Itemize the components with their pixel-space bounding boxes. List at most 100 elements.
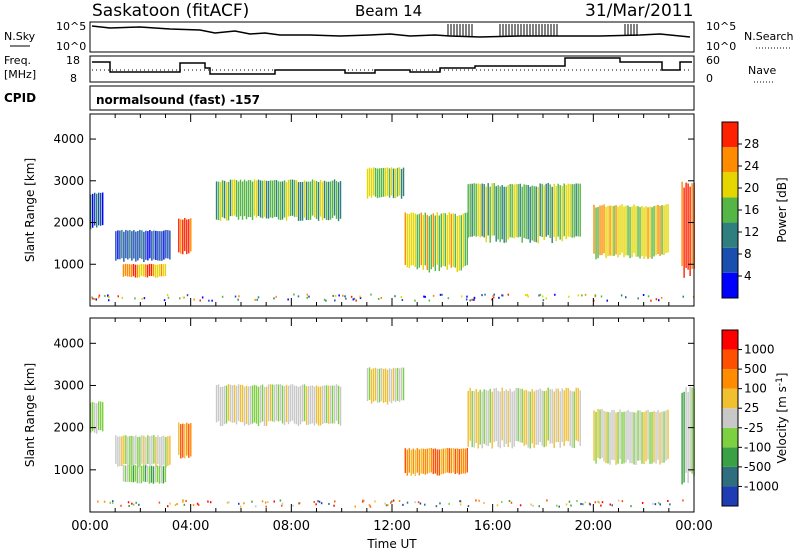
echo-cell <box>247 386 250 426</box>
echo-cell <box>537 186 539 244</box>
scatter-cell <box>556 504 558 507</box>
colorbar-swatch <box>722 408 738 428</box>
colorbar-tick-label: 28 <box>744 137 759 151</box>
echo-cell <box>637 410 639 461</box>
scatter-cell <box>657 501 660 504</box>
echo-cell <box>94 192 96 226</box>
echo-cell <box>257 386 260 427</box>
scatter-cell <box>542 299 545 302</box>
scatter-cell <box>402 503 404 506</box>
scatter-cell <box>423 295 425 298</box>
station-title: Saskatoon (fitACF) <box>92 1 249 21</box>
scatter-cell <box>197 503 200 506</box>
echo-region <box>122 465 167 484</box>
scatter-cell <box>606 299 608 302</box>
echo-cell <box>134 465 137 482</box>
scatter-cell <box>261 500 264 503</box>
echo-cell <box>265 180 268 219</box>
scatter-cell <box>439 293 442 296</box>
echo-cell <box>603 204 605 254</box>
colorbar-label: Velocity [m s-1] <box>775 373 789 464</box>
echo-cell <box>609 412 611 465</box>
scatter-cell <box>481 294 483 297</box>
echo-cell <box>464 448 466 474</box>
echo-cell <box>339 386 342 426</box>
echo-cell <box>639 207 641 259</box>
echo-cell <box>129 229 131 259</box>
y-tick-label: 1000 <box>53 257 84 271</box>
echo-cell <box>547 387 549 441</box>
echo-cell <box>180 424 182 459</box>
echo-cell <box>621 412 623 464</box>
colorbar-frame <box>721 329 739 507</box>
scatter-cell <box>192 504 195 507</box>
echo-cell <box>533 391 535 448</box>
echo-cell <box>169 230 171 260</box>
scatter-cell <box>398 500 401 503</box>
echo-cell <box>456 448 458 474</box>
scatter-cell <box>182 296 185 299</box>
echo-cell <box>603 410 605 462</box>
scatter-cell <box>265 505 267 508</box>
echo-cell <box>515 183 517 238</box>
echo-cell <box>663 205 665 255</box>
echo-cell <box>98 401 100 430</box>
scatter-cell <box>228 501 230 504</box>
echo-cell <box>319 179 322 217</box>
echo-cell <box>384 167 387 197</box>
colorbar-swatch <box>722 369 738 389</box>
scatter-cell <box>473 298 475 301</box>
scatter-cell <box>530 503 532 506</box>
echo-cell <box>491 391 493 449</box>
scatter-cell <box>406 501 409 504</box>
echo-cell <box>319 386 322 426</box>
echo-cell <box>143 231 145 263</box>
noise-left-tick-bottom: 10^0 <box>56 40 86 53</box>
echo-cell <box>158 264 161 277</box>
echo-cell <box>487 390 489 447</box>
noise-trace <box>91 25 691 38</box>
scatter-cell <box>682 499 684 502</box>
colorbar-swatch <box>722 388 738 409</box>
echo-cell <box>489 186 491 243</box>
echo-cell <box>148 466 151 484</box>
scatter-cell <box>279 499 282 502</box>
scatter-cell <box>359 295 361 298</box>
scatter-cell <box>103 500 106 503</box>
scatter-cell <box>475 499 477 502</box>
echo-cell <box>505 186 507 243</box>
scatter-cell <box>546 499 548 502</box>
echo-cell <box>475 388 477 443</box>
echo-cell <box>141 230 143 260</box>
echo-cell <box>169 435 171 465</box>
echo-cell <box>378 168 381 198</box>
echo-cell <box>152 264 155 277</box>
colorbar-tick-label: -1000 <box>744 479 779 493</box>
colorbar-tick-label: 500 <box>744 362 767 376</box>
scatter-cell <box>507 293 510 296</box>
echo-cell <box>275 180 278 217</box>
scatter-cell <box>496 504 499 507</box>
echo-cell <box>144 264 147 277</box>
echo-region <box>366 367 405 405</box>
echo-cell <box>136 465 139 484</box>
echo-cell <box>122 264 125 277</box>
scatter-cell <box>447 297 450 300</box>
echo-cell <box>637 206 639 257</box>
echo-cell <box>619 409 621 459</box>
echo-cell <box>663 411 665 463</box>
echo-region <box>681 181 695 278</box>
echo-cell <box>601 409 603 458</box>
echo-cell <box>557 388 559 443</box>
echo-cell <box>625 411 627 463</box>
scatter-cell <box>558 505 560 508</box>
echo-cell <box>154 465 157 483</box>
echo-cell <box>366 168 369 199</box>
echo-cell <box>481 391 483 449</box>
echo-cell <box>307 181 310 221</box>
echo-cell <box>388 168 391 198</box>
y-tick-label: 3000 <box>53 378 84 392</box>
echo-cell <box>611 410 613 460</box>
echo-cell <box>398 167 401 196</box>
echo-cell <box>299 385 302 425</box>
